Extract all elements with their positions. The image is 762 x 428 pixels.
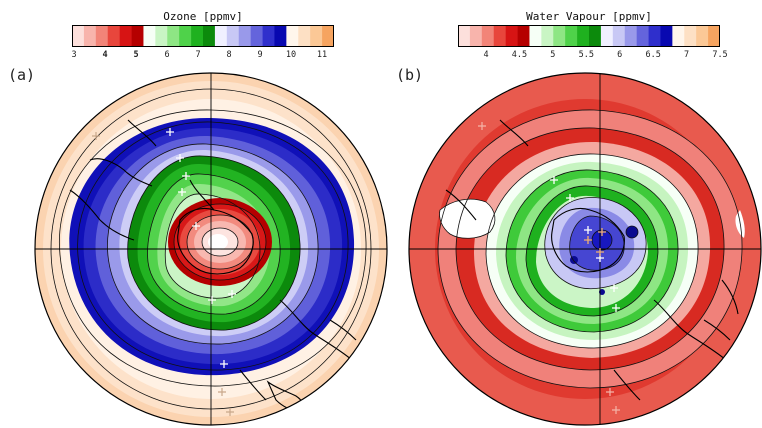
water-vapour-colorbar-title: Water Vapour [ppmv] xyxy=(526,10,652,23)
ozone-colorbar-swatch xyxy=(179,25,192,47)
ozone-colorbar-swatch xyxy=(167,25,180,47)
water-vapour-colorbar-swatch xyxy=(577,25,590,47)
ozone-colorbar-swatch xyxy=(119,25,132,47)
water-vapour-colorbar-swatch xyxy=(505,25,518,47)
water-vapour-colorbar-swatch xyxy=(708,25,720,47)
water-vapour-colorbar-tick-label: 5.5 xyxy=(578,50,594,60)
water-vapour-colorbar-tick-label: 7 xyxy=(684,50,690,60)
ozone-colorbar-tick-label: 9 xyxy=(257,50,263,60)
ozone-colorbar-swatch xyxy=(226,25,240,47)
water-vapour-colorbar-swatch xyxy=(481,25,495,47)
water-vapour-colorbar-swatch xyxy=(672,25,685,47)
water-vapour-colorbar-swatch xyxy=(660,25,673,47)
water-vapour-colorbar-tick-label: 4 xyxy=(483,50,489,60)
ozone-colorbar-swatch xyxy=(322,25,334,47)
ozone-colorbar-tick-label: 10 xyxy=(285,50,297,60)
ozone-colorbar xyxy=(72,25,334,47)
ozone-colorbar-swatch xyxy=(191,25,204,47)
water-vapour-colorbar-swatch xyxy=(565,25,578,47)
water-vapour-colorbar-swatch xyxy=(493,25,506,47)
ozone-colorbar-tick-label: 4 xyxy=(102,50,108,60)
panel-b-label: (b) xyxy=(396,66,424,84)
ozone-colorbar-swatch xyxy=(262,25,275,47)
ozone-colorbar-swatch xyxy=(107,25,120,47)
ozone-colorbar-swatch xyxy=(95,25,109,47)
ozone-colorbar-swatch xyxy=(203,25,216,47)
water-vapour-colorbar-swatch xyxy=(624,25,637,47)
water-vapour-colorbar-swatch xyxy=(600,25,614,47)
water-vapour-colorbar-swatch xyxy=(696,25,709,47)
ozone-colorbar-swatch xyxy=(298,25,311,47)
ozone-colorbar-swatch xyxy=(214,25,228,47)
ozone-colorbar-swatch xyxy=(83,25,97,47)
water-vapour-polar-map xyxy=(408,72,762,426)
water-vapour-colorbar-swatch xyxy=(589,25,602,47)
water-vapour-colorbar-swatch xyxy=(469,25,483,47)
water-vapour-colorbar-tick-label: 6 xyxy=(617,50,623,60)
water-vapour-colorbar-tick-label: 7.5 xyxy=(712,50,728,60)
ozone-colorbar-swatch xyxy=(143,25,156,47)
water-vapour-colorbar-tick-label: 6.5 xyxy=(645,50,661,60)
water-vapour-colorbar-swatch xyxy=(684,25,697,47)
ozone-colorbar-tick-label: 3 xyxy=(71,50,77,60)
water-vapour-colorbar-swatch xyxy=(458,25,471,47)
ozone-colorbar-tick-label: 7 xyxy=(195,50,201,60)
water-vapour-colorbar-frame xyxy=(458,25,720,47)
ozone-colorbar-swatch xyxy=(286,25,299,47)
panel-a-label: (a) xyxy=(8,66,36,84)
ozone-colorbar-swatch xyxy=(250,25,263,47)
ozone-colorbar-swatch xyxy=(310,25,323,47)
water-vapour-colorbar xyxy=(458,25,720,47)
water-vapour-colorbar-swatch xyxy=(517,25,530,47)
ozone-colorbar-swatch xyxy=(238,25,251,47)
ozone-colorbar-swatch xyxy=(274,25,287,47)
ozone-colorbar-swatch xyxy=(155,25,168,47)
ozone-polar-map xyxy=(34,72,388,426)
water-vapour-colorbar-tick-label: 5 xyxy=(550,50,556,60)
water-vapour-colorbar-swatch xyxy=(553,25,566,47)
ozone-colorbar-tick-label: 5 xyxy=(133,50,139,60)
water-vapour-colorbar-swatch xyxy=(541,25,554,47)
ozone-colorbar-swatch xyxy=(72,25,85,47)
ozone-colorbar-tick-label: 8 xyxy=(226,50,232,60)
water-vapour-colorbar-tick-label: 4.5 xyxy=(511,50,528,60)
ozone-colorbar-tick-label: 6 xyxy=(164,50,170,60)
ozone-colorbar-frame xyxy=(72,25,334,47)
water-vapour-colorbar-swatch xyxy=(612,25,626,47)
water-vapour-colorbar-swatch xyxy=(636,25,649,47)
ozone-colorbar-title: Ozone [ppmv] xyxy=(163,10,243,23)
ozone-colorbar-swatch xyxy=(131,25,144,47)
water-vapour-colorbar-swatch xyxy=(529,25,542,47)
ozone-colorbar-tick-label: 11 xyxy=(316,50,328,60)
water-vapour-colorbar-swatch xyxy=(648,25,661,47)
